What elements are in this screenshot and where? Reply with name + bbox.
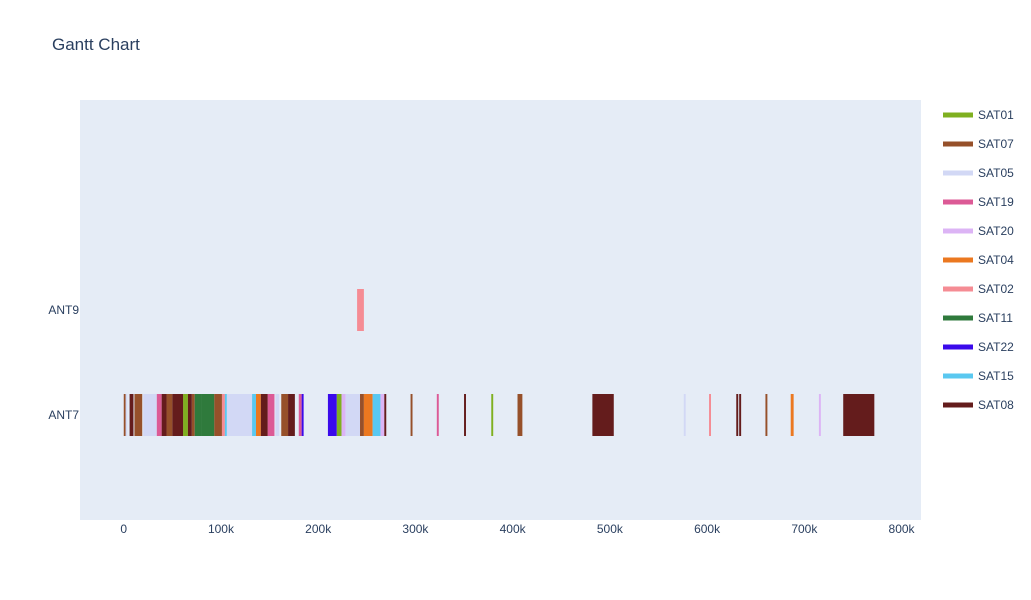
legend-label-sat07[interactable]: SAT07 [978, 137, 1014, 151]
bar-sat05-3 [275, 394, 280, 436]
bar-sat15-1 [252, 394, 256, 436]
x-tick-label: 800k [889, 522, 916, 536]
legend-label-sat01[interactable]: SAT01 [978, 108, 1014, 122]
x-tick-label: 300k [402, 522, 429, 536]
bar-sat20-0 [341, 394, 346, 436]
bar-sat02-0 [357, 289, 364, 331]
bar-sat08-2 [172, 394, 184, 436]
bar-sat01-2 [491, 394, 494, 436]
legend-label-sat20[interactable]: SAT20 [978, 224, 1014, 238]
bar-sat05-4 [345, 394, 361, 436]
bar-sat07-1 [134, 394, 143, 436]
y-tick-label: ANT9 [48, 303, 79, 317]
legend-label-sat19[interactable]: SAT19 [978, 195, 1014, 209]
bar-sat19-3 [436, 394, 439, 436]
bar-sat22-0 [301, 394, 304, 436]
bar-sat15-2 [372, 394, 381, 436]
bar-sat08-9 [736, 394, 739, 436]
bar-sat05-1 [143, 394, 157, 436]
legend-label-sat22[interactable]: SAT22 [978, 340, 1014, 354]
bar-sat08-1 [161, 394, 167, 436]
bar-sat05-5 [683, 394, 686, 436]
x-tick-label: 200k [305, 522, 332, 536]
chart-title: Gantt Chart [52, 35, 140, 54]
bar-sat08-6 [384, 394, 387, 436]
bar-sat20-2 [818, 394, 821, 436]
bar-sat08-0 [129, 394, 134, 436]
bar-sat08-11 [843, 394, 875, 436]
bar-sat08-5 [288, 394, 295, 436]
bar-sat07-6 [360, 394, 364, 436]
bar-sat05-0 [125, 394, 128, 436]
bar-sat04-0 [255, 394, 261, 436]
bar-sat20-1 [380, 394, 385, 436]
bar-sat19-0 [156, 394, 162, 436]
bar-sat04-2 [790, 394, 794, 436]
legend-label-sat02[interactable]: SAT02 [978, 282, 1014, 296]
bar-sat08-10 [739, 394, 742, 436]
bar-sat02-1 [221, 394, 225, 436]
bar-sat01-0 [183, 394, 188, 436]
bar-sat07-4 [214, 394, 222, 436]
bar-sat11-1 [201, 394, 215, 436]
bar-sat08-3 [187, 394, 192, 436]
legend-label-sat11[interactable]: SAT11 [978, 311, 1013, 325]
legend-label-sat08[interactable]: SAT08 [978, 398, 1014, 412]
bar-sat07-9 [765, 394, 768, 436]
bar-sat11-0 [194, 394, 202, 436]
x-tick-label: 500k [597, 522, 624, 536]
bar-sat07-5 [281, 394, 289, 436]
x-tick-label: 700k [791, 522, 818, 536]
bar-sat04-1 [363, 394, 373, 436]
y-tick-label: ANT7 [48, 408, 79, 422]
legend-label-sat04[interactable]: SAT04 [978, 253, 1014, 267]
x-tick-label: 0 [120, 522, 127, 536]
bar-sat19-1 [267, 394, 275, 436]
bar-sat19-2 [298, 394, 302, 436]
bar-sat08-7 [464, 394, 466, 436]
bar-sat15-0 [224, 394, 227, 436]
bar-sat07-8 [517, 394, 523, 436]
bar-sat08-8 [592, 394, 614, 436]
bar-sat05-2 [226, 394, 253, 436]
bar-sat07-0 [123, 394, 126, 436]
legend-label-sat15[interactable]: SAT15 [978, 369, 1014, 383]
plot-area [80, 100, 921, 520]
x-tick-label: 600k [694, 522, 721, 536]
bar-sat07-7 [410, 394, 413, 436]
x-tick-label: 400k [500, 522, 527, 536]
x-tick-label: 100k [208, 522, 235, 536]
bar-sat02-2 [709, 394, 711, 436]
bar-sat01-1 [336, 394, 342, 436]
bar-sat08-4 [260, 394, 268, 436]
bar-sat07-2 [166, 394, 173, 436]
bar-sat07-3 [191, 394, 195, 436]
legend-label-sat05[interactable]: SAT05 [978, 166, 1014, 180]
bar-sat22-1 [327, 394, 337, 436]
